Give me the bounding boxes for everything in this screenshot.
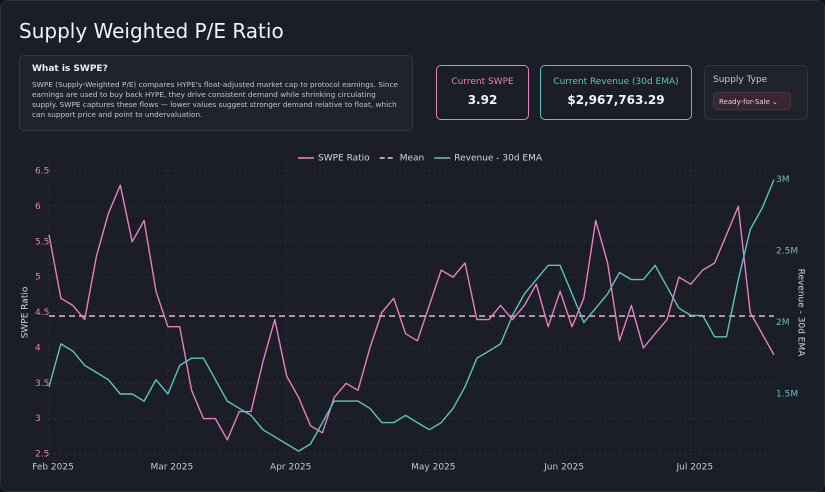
x-tick-label: Mar 2025 [150, 463, 193, 473]
series-line [48, 184, 775, 441]
y2-axis-label: Revenue - 30d EMA [796, 269, 806, 358]
stat-value: $2,967,763.29 [567, 93, 665, 107]
y2-tick-label: 1.5M [776, 389, 798, 399]
legend-label: SWPE Ratio [318, 154, 370, 164]
y-axis-label: SWPE Ratio [21, 286, 31, 338]
y-tick-label: 6 [35, 202, 41, 212]
stat-label: Current Revenue (30d EMA) [553, 77, 679, 87]
y-tick-label: 4.5 [35, 308, 49, 318]
stat-label: Current SWPE [451, 77, 514, 87]
supply-type-select[interactable]: Ready-for-Sale ⌄ [713, 92, 791, 110]
select-label: Supply Type [713, 75, 768, 85]
legend-label: Revenue - 30d EMA [454, 154, 543, 164]
y-tick-label: 3.5 [35, 379, 49, 389]
stat-card: Current Revenue (30d EMA) $2,967,763.29 [540, 65, 692, 120]
y-tick-label: 3 [35, 414, 41, 424]
x-tick-label: May 2025 [411, 463, 455, 473]
x-tick-label: Jun 2025 [543, 463, 584, 473]
stat-value: 3.92 [467, 93, 498, 107]
series-line [48, 179, 775, 452]
page-title: Supply Weighted P/E Ratio [19, 19, 284, 43]
stat-card: Current SWPE 3.92 [436, 65, 529, 120]
y-tick-label: 4 [35, 343, 41, 353]
info-text: SWPE (Supply-Weighted P/E) compares HYPE… [32, 80, 399, 119]
chart: 2.5 3 3.5 4 4.5 5 5.5 6 6.5 1.5M 2M 2.5M 3M Feb 2025 M… [21, 154, 806, 473]
legend-label: Mean [400, 154, 425, 164]
info-card: What is SWPE? SWPE (Supply-Weighted P/E)… [19, 55, 413, 131]
x-tick-label: Feb 2025 [32, 463, 74, 473]
x-tick-label: Apr 2025 [270, 463, 311, 473]
y-tick-label: 2.5 [35, 450, 49, 460]
y2-tick-label: 2.5M [776, 247, 798, 257]
info-title: What is SWPE? [32, 64, 108, 74]
y2-tick-label: 3M [776, 175, 790, 185]
supply-type-card: Supply Type Ready-for-Sale ⌄ [704, 65, 808, 120]
y-tick-label: 5 [35, 273, 41, 283]
x-tick-label: Jul 2025 [675, 463, 713, 473]
y-tick-label: 5.5 [35, 237, 49, 247]
select-value[interactable]: Ready-for-Sale [719, 98, 770, 106]
y-tick-label: 6.5 [35, 167, 49, 177]
y2-tick-label: 2M [776, 318, 790, 328]
